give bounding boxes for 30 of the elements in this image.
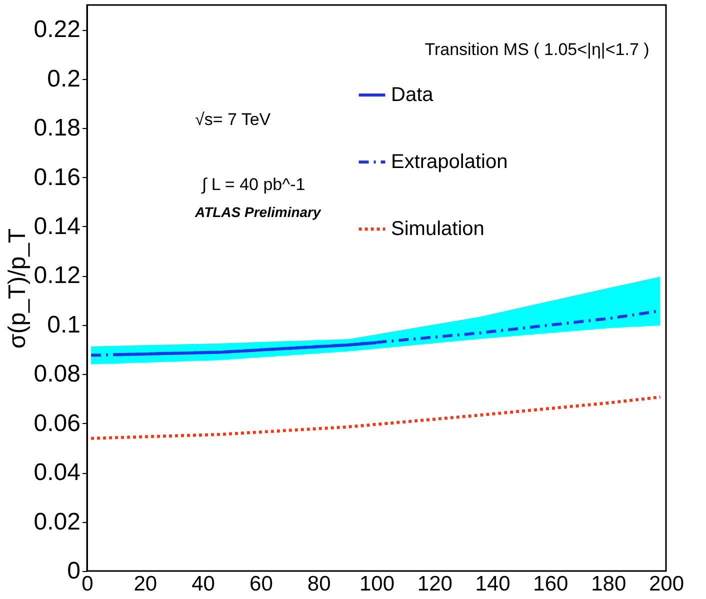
y-axis-title: σ(p_T)/p_T [4,228,31,349]
y-tick-label: 0.14 [34,212,80,240]
x-tick-label: 60 [250,572,273,596]
annotation: Transition MS ( 1.05<|η|<1.7 ) [424,40,650,59]
legend-label: Data [391,84,434,106]
y-tick-label: 0.06 [34,410,80,437]
x-tick-label: 100 [359,572,395,596]
legend-label: Simulation [391,218,484,240]
y-tick-label: 0.2 [47,65,80,92]
y-tick-label: 0.1 [47,311,80,338]
annotation: ∫ L = 40 pb^-1 [201,175,306,194]
x-tick-label: 180 [591,572,626,596]
y-tick-label: 0.18 [34,114,80,142]
x-tick-label: 80 [307,572,331,596]
y-tick-label: 0.02 [34,508,80,536]
x-tick-label: 140 [475,572,510,596]
y-tick-label: 0.12 [34,262,80,290]
x-tick-label: 160 [533,572,568,596]
y-tick-label: 0.08 [34,360,80,388]
y-tick-label: 0.22 [34,16,80,44]
legend-label: Extrapolation [391,151,508,173]
annotation: ATLAS Preliminary [194,204,322,220]
x-tick-label: 200 [648,572,684,596]
y-tick-label: 0.04 [34,459,80,486]
annotation: √s= 7 TeV [195,110,272,129]
x-tick-label: 20 [134,572,158,596]
line-series [90,396,662,440]
x-tick-label: 40 [192,572,215,596]
y-tick-label: 0.16 [34,164,80,191]
x-tick-label: 120 [417,572,452,596]
